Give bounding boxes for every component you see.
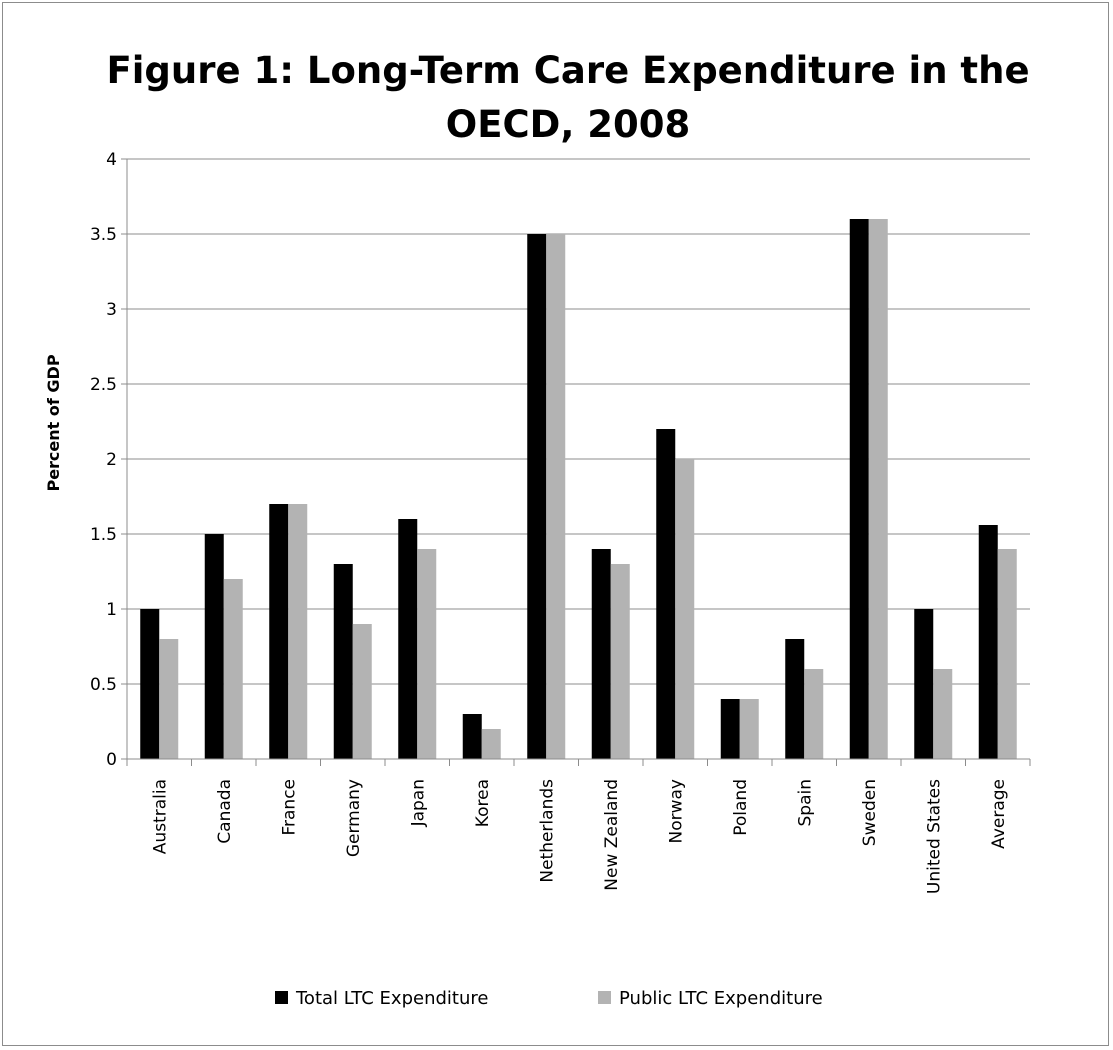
x-tick-label: Canada: [215, 779, 235, 844]
bar-total-canada: [204, 534, 224, 759]
bar-total-sweden: [849, 219, 869, 759]
x-tick-label: Poland: [731, 779, 751, 836]
x-tick-label: Australia: [150, 779, 170, 854]
x-tick-label: Sweden: [860, 779, 880, 846]
chart-title-line-1: Figure 1: Long-Term Care Expenditure in …: [106, 49, 1029, 92]
x-tick-label: Japan: [408, 779, 428, 827]
bar-total-germany: [333, 564, 353, 759]
x-tick-label: New Zealand: [602, 779, 622, 891]
bar-total-korea: [462, 714, 482, 759]
x-tick-label: France: [279, 779, 299, 836]
x-tick-label: Spain: [795, 779, 815, 827]
y-tick-label: 0.5: [90, 675, 117, 695]
bar-public-sweden: [868, 219, 888, 759]
bar-public-japan: [417, 549, 437, 759]
bar-public-new-zealand: [610, 564, 630, 759]
y-tick-label: 3.5: [90, 225, 117, 245]
y-tick-label: 3: [106, 300, 117, 320]
x-tick-label: Norway: [666, 779, 686, 844]
y-tick-label: 4: [106, 150, 117, 170]
x-tick-label: Germany: [344, 779, 364, 857]
y-tick-label: 1: [106, 600, 117, 620]
legend-label-total: Total LTC Expenditure: [295, 988, 488, 1009]
legend-label-public: Public LTC Expenditure: [619, 988, 823, 1009]
bar-total-poland: [720, 699, 740, 759]
y-tick-label: 0: [106, 750, 117, 770]
y-tick-label: 2: [106, 450, 117, 470]
bar-public-korea: [481, 729, 501, 759]
bar-total-spain: [785, 639, 805, 759]
bar-public-france: [288, 504, 308, 759]
x-tick-labels: Australia Canada France Germany Japan Korea Ne…: [150, 779, 1009, 894]
y-axis-label: Percent of GDP: [44, 354, 63, 491]
bar-total-united-states: [914, 609, 934, 759]
bar-total-netherlands: [527, 234, 547, 759]
bar-public-netherlands: [546, 234, 566, 759]
bar-total-new-zealand: [591, 549, 611, 759]
bar-public-australia: [159, 639, 179, 759]
bar-public-spain: [804, 669, 824, 759]
bar-total-average: [978, 525, 998, 759]
legend-swatch-public: [598, 991, 611, 1004]
bar-public-germany: [352, 624, 372, 759]
bar-total-australia: [140, 609, 160, 759]
bars: [140, 219, 1017, 759]
y-tick-label: 1.5: [90, 525, 117, 545]
x-tick-label: Average: [989, 779, 1009, 849]
bar-public-poland: [739, 699, 759, 759]
gridlines: [127, 158, 1030, 685]
x-tick-label: Netherlands: [537, 779, 557, 883]
bar-public-norway: [675, 459, 695, 759]
bar-total-france: [269, 504, 289, 759]
legend: Total LTC Expenditure Public LTC Expendi…: [275, 988, 823, 1009]
x-tick-label: Korea: [473, 779, 493, 827]
x-tick-label: United States: [924, 779, 944, 894]
bar-total-norway: [656, 429, 676, 759]
bar-public-average: [997, 549, 1017, 759]
bar-public-united-states: [933, 669, 953, 759]
axes: [121, 158, 1031, 766]
bar-public-canada: [223, 579, 243, 759]
y-tick-labels: 0 0.5 1 1.5 2 2.5 3 3.5 4: [90, 150, 117, 770]
chart-title: Figure 1: Long-Term Care Expenditure in …: [106, 49, 1029, 146]
chart-title-line-2: OECD, 2008: [446, 103, 691, 146]
bar-total-japan: [398, 519, 418, 759]
legend-swatch-total: [275, 991, 288, 1004]
y-tick-label: 2.5: [90, 375, 117, 395]
